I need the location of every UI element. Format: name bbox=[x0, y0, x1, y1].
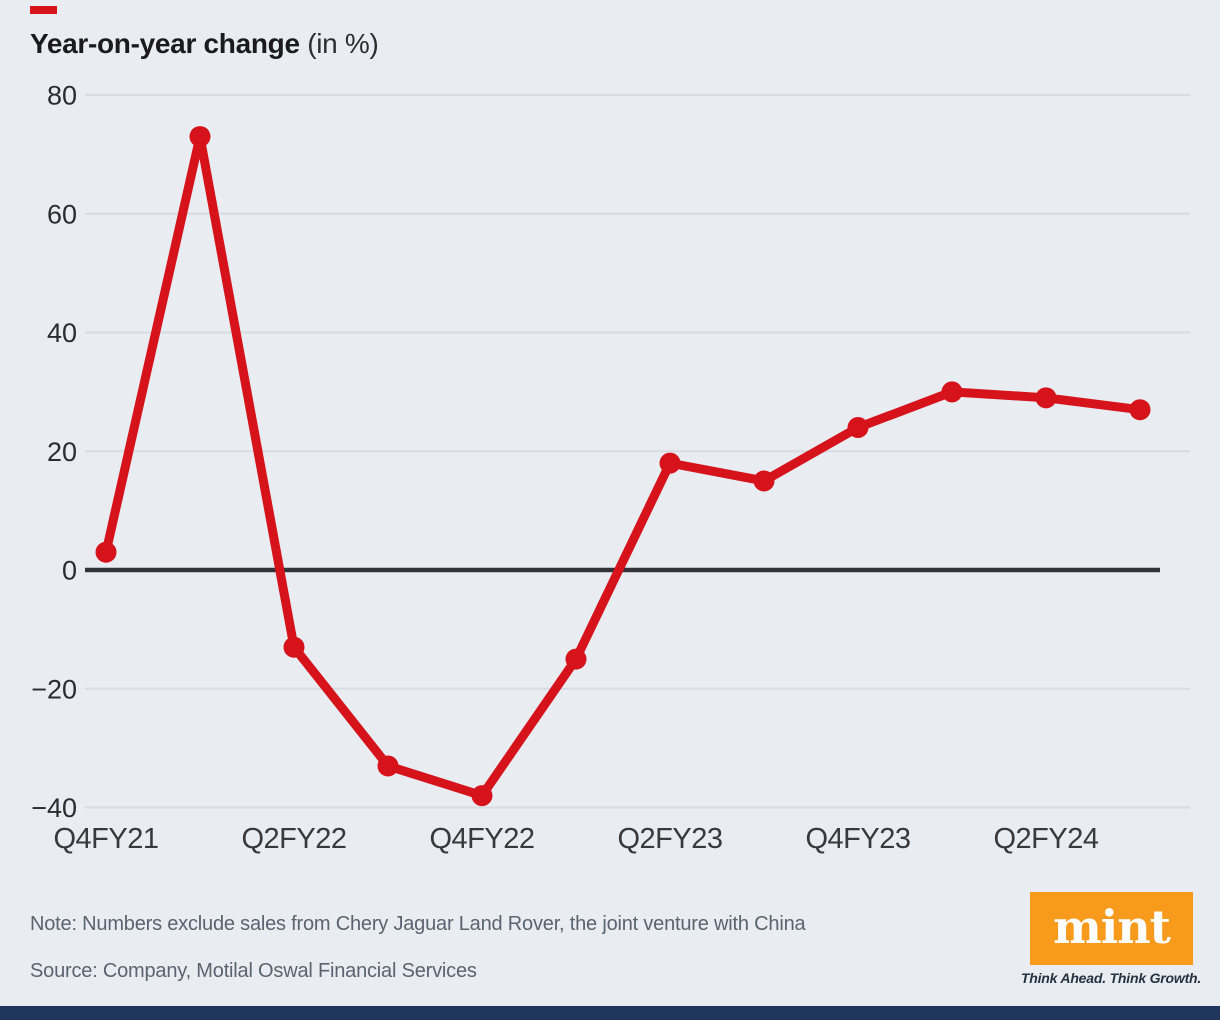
x-tick-label: Q4FY21 bbox=[54, 823, 159, 855]
chart-title: Year-on-year change (in %) bbox=[30, 28, 379, 60]
data-point bbox=[659, 452, 681, 474]
data-point bbox=[565, 648, 587, 670]
y-tick-label: 0 bbox=[62, 556, 77, 586]
chart-source: Source: Company, Motilal Oswal Financial… bbox=[30, 960, 477, 982]
mint-tagline: Think Ahead. Think Growth. bbox=[1020, 970, 1202, 986]
y-tick-label: 20 bbox=[47, 437, 77, 467]
mint-logo: mint bbox=[1030, 892, 1193, 965]
mint-bottom-bar bbox=[0, 1006, 1220, 1020]
y-tick-label: 80 bbox=[47, 81, 77, 111]
y-tick-label: 60 bbox=[47, 199, 77, 229]
data-point bbox=[377, 755, 399, 777]
data-point bbox=[189, 126, 211, 148]
data-point bbox=[753, 470, 775, 492]
x-tick-label: Q2FY23 bbox=[618, 823, 723, 855]
x-tick-label: Q2FY24 bbox=[994, 823, 1099, 855]
data-point bbox=[283, 636, 305, 658]
chart-note: Note: Numbers exclude sales from Chery J… bbox=[30, 913, 806, 935]
chart-title-unit: (in %) bbox=[299, 28, 379, 59]
data-point bbox=[1035, 387, 1057, 409]
x-tick-label: Q4FY23 bbox=[806, 823, 911, 855]
y-tick-label: −20 bbox=[31, 674, 77, 704]
chart-title-main: Year-on-year change bbox=[30, 28, 300, 59]
x-tick-label: Q2FY22 bbox=[242, 823, 347, 855]
mint-accent-dash bbox=[30, 6, 57, 14]
data-point bbox=[1129, 399, 1151, 421]
x-tick-label: Q4FY22 bbox=[430, 823, 535, 855]
y-tick-label: −40 bbox=[31, 793, 77, 823]
data-point bbox=[847, 417, 869, 438]
data-line bbox=[101, 132, 1145, 801]
data-point bbox=[471, 785, 493, 807]
data-point bbox=[95, 541, 117, 563]
mint-logo-text: mint bbox=[1053, 899, 1171, 954]
y-tick-label: 40 bbox=[47, 318, 77, 348]
data-point bbox=[941, 381, 963, 403]
